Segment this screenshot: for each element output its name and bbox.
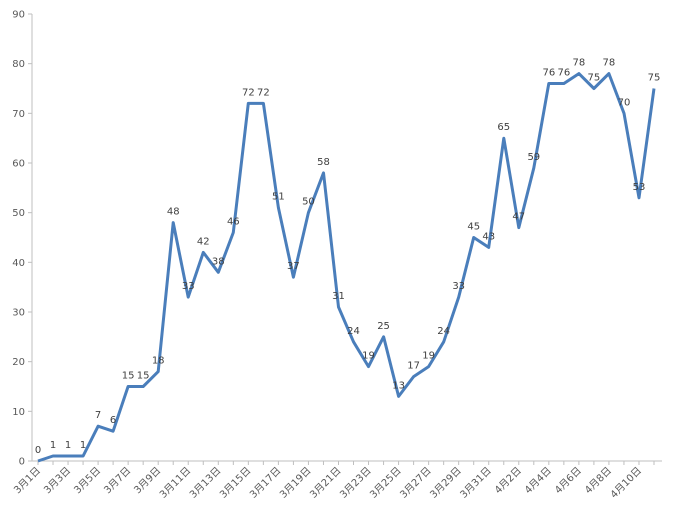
y-tick-label: 70	[12, 109, 25, 120]
x-tick-label: 3月25日	[368, 465, 404, 501]
y-tick-label: 50	[12, 208, 25, 219]
y-tick-label: 40	[12, 258, 25, 269]
x-tick-label: 4月4日	[522, 465, 554, 497]
x-tick-label: 3月17日	[247, 465, 283, 501]
data-label: 24	[347, 326, 360, 337]
data-label: 38	[212, 256, 225, 267]
data-label: 47	[512, 212, 525, 223]
data-label: 48	[167, 207, 180, 218]
data-label: 50	[302, 197, 315, 208]
y-tick-label: 10	[12, 407, 25, 418]
data-label: 37	[287, 261, 300, 272]
y-tick-label: 0	[19, 457, 25, 468]
data-label: 46	[227, 217, 240, 228]
x-tick-label: 3月15日	[217, 465, 253, 501]
y-tick-label: 80	[12, 59, 25, 70]
x-tick-label: 3月23日	[338, 465, 374, 501]
y-tick-label: 20	[12, 357, 25, 368]
data-label: 6	[110, 415, 116, 426]
x-tick-label: 3月19日	[277, 465, 313, 501]
data-label: 51	[272, 192, 285, 203]
y-tick-label: 60	[12, 159, 25, 170]
data-label: 72	[257, 87, 270, 98]
x-tick-label: 4月10日	[608, 465, 644, 501]
y-tick-label: 90	[12, 10, 25, 21]
data-label: 1	[80, 440, 86, 451]
data-label: 45	[467, 222, 480, 233]
data-label: 7	[95, 410, 101, 421]
data-label: 70	[618, 97, 631, 108]
data-label: 75	[648, 73, 661, 84]
data-label: 15	[122, 371, 135, 382]
data-label: 53	[633, 182, 646, 193]
data-label: 76	[542, 68, 555, 79]
x-tick-label: 3月21日	[307, 465, 343, 501]
data-label: 78	[603, 58, 616, 69]
data-label: 75	[588, 73, 601, 84]
data-label: 58	[317, 157, 330, 168]
x-tick-label: 3月1日	[11, 465, 43, 497]
data-label: 43	[482, 231, 495, 242]
x-tick-label: 3月27日	[398, 465, 434, 501]
data-label: 72	[242, 87, 255, 98]
data-label: 0	[35, 445, 41, 456]
data-label: 33	[452, 281, 465, 292]
x-axis: 3月1日 3月3日 3月5日 3月7日 3月9日3月11日3月13日3月15日3月17日…	[11, 460, 662, 501]
data-label: 18	[152, 356, 165, 367]
data-label: 76	[557, 68, 570, 79]
x-tick-label: 3月11日	[157, 465, 193, 501]
y-tick-label: 30	[12, 308, 25, 319]
data-label: 19	[362, 351, 375, 362]
data-label: 59	[527, 152, 540, 163]
x-tick-label: 4月2日	[492, 465, 524, 497]
x-tick-label: 3月3日	[42, 465, 74, 497]
data-label: 17	[407, 361, 420, 372]
data-label: 33	[182, 281, 195, 292]
x-tick-label: 3月13日	[187, 465, 223, 501]
x-tick-label: 3月31日	[458, 465, 494, 501]
x-tick-label: 3月5日	[72, 465, 104, 497]
series-group	[37, 72, 656, 463]
data-label: 25	[377, 321, 390, 332]
data-label: 24	[437, 326, 450, 337]
data-label: 78	[573, 58, 586, 69]
data-label: 15	[137, 371, 150, 382]
data-label: 13	[392, 380, 405, 391]
y-axis: 0 10 20 30 40 50 60 70 80 90	[12, 10, 33, 468]
x-tick-label: 3月29日	[428, 465, 464, 501]
x-tick-label: 3月7日	[102, 465, 134, 497]
data-label: 31	[332, 291, 345, 302]
data-label: 1	[65, 440, 71, 451]
series-line	[37, 72, 656, 463]
data-label: 42	[197, 236, 210, 247]
data-label: 1	[50, 440, 56, 451]
data-label: 65	[497, 122, 510, 133]
data-label: 19	[422, 351, 435, 362]
x-tick-label: 4月6日	[552, 465, 584, 497]
